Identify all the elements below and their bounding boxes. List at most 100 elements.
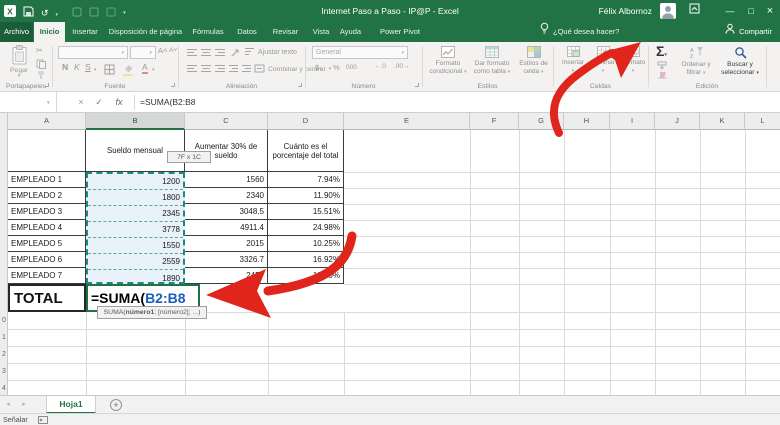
column-header-h[interactable]: H bbox=[564, 113, 610, 130]
increase-indent-button[interactable] bbox=[241, 64, 252, 75]
tab-datos[interactable]: Datos bbox=[237, 27, 257, 36]
copy-button[interactable] bbox=[36, 59, 46, 71]
cut-button[interactable]: ✂ bbox=[36, 46, 43, 55]
share-button[interactable]: Compartir bbox=[725, 22, 772, 42]
find-select-button[interactable]: Buscar y seleccionar ▾ bbox=[718, 46, 762, 77]
font-size-select[interactable]: ▾ bbox=[130, 46, 156, 59]
cell-b8[interactable]: 1890 bbox=[162, 273, 180, 283]
column-header-d[interactable]: D bbox=[268, 113, 344, 130]
number-format-select[interactable]: General ▾ bbox=[312, 46, 408, 59]
cell-a1[interactable] bbox=[8, 130, 86, 172]
cell-d6[interactable]: 10.25% bbox=[268, 236, 344, 252]
grow-font-button[interactable]: A˄ bbox=[158, 46, 168, 55]
dialog-launcher-icon[interactable] bbox=[298, 83, 302, 87]
merge-center-button[interactable]: Combinar y centrar ▾ bbox=[254, 64, 331, 75]
cell-b5[interactable]: 3778 bbox=[88, 222, 183, 238]
percent-style-button[interactable]: % bbox=[333, 63, 340, 72]
cell-c6[interactable]: 2015 bbox=[185, 236, 268, 252]
column-header-k[interactable]: K bbox=[700, 113, 745, 130]
align-top-button[interactable] bbox=[186, 48, 198, 59]
decrease-indent-button[interactable] bbox=[228, 64, 239, 75]
decrease-decimal-button[interactable]: .00→ bbox=[394, 63, 410, 70]
dropdown-caret-icon[interactable]: ▾ bbox=[94, 67, 97, 73]
cell-d5[interactable]: 24.98% bbox=[268, 220, 344, 236]
cell-a8[interactable]: EMPLEADO 7 bbox=[8, 268, 86, 284]
prev-sheet-icon[interactable]: ◂ bbox=[6, 401, 10, 408]
format-as-table-button[interactable]: Dar formato como tabla ▾ bbox=[471, 46, 513, 76]
fill-color-button[interactable] bbox=[122, 64, 133, 78]
cell-a4[interactable]: EMPLEADO 3 bbox=[8, 204, 86, 220]
delete-cells-button[interactable]: Eliminar ▾ bbox=[589, 46, 617, 75]
cell-a7[interactable]: EMPLEADO 6 bbox=[8, 252, 86, 268]
tab-inicio[interactable]: Inicio bbox=[34, 22, 65, 42]
insert-function-button[interactable]: fx bbox=[115, 97, 123, 107]
tab-power-pivot[interactable]: Power Pivot bbox=[379, 27, 421, 36]
comma-style-button[interactable]: 000 bbox=[346, 64, 357, 71]
macro-record-icon[interactable] bbox=[38, 416, 48, 425]
column-header-i[interactable]: I bbox=[610, 113, 655, 130]
dropdown-caret-icon[interactable]: ▾ bbox=[55, 11, 59, 18]
cell-c8[interactable]: 2457 bbox=[185, 268, 268, 284]
close-button[interactable]: × bbox=[766, 5, 774, 17]
tab-vista[interactable]: Vista bbox=[312, 27, 330, 36]
column-header-f[interactable]: F bbox=[470, 113, 519, 130]
fill-button[interactable] bbox=[657, 61, 667, 72]
cell-d1[interactable]: Cuánto es el porcentaje del total bbox=[268, 130, 344, 172]
avatar[interactable] bbox=[660, 3, 676, 19]
formula-bar-input[interactable]: =SUMA(B2:B8 bbox=[140, 97, 196, 107]
cell-b4[interactable]: 2345 bbox=[88, 206, 183, 222]
cell-a6[interactable]: EMPLEADO 5 bbox=[8, 236, 86, 252]
format-painter-button[interactable] bbox=[36, 70, 46, 82]
minimize-button[interactable]: — bbox=[725, 6, 735, 16]
cell-styles-button[interactable]: Estilos de celda ▾ bbox=[515, 46, 552, 76]
cell-b7[interactable]: 2559 bbox=[88, 254, 183, 270]
column-header-g[interactable]: G bbox=[519, 113, 564, 130]
borders-button[interactable] bbox=[104, 64, 115, 77]
font-color-button[interactable]: A bbox=[142, 62, 148, 74]
tab-revisar[interactable]: Revisar bbox=[272, 27, 299, 36]
clear-button[interactable] bbox=[657, 71, 668, 81]
tab-disposicion[interactable]: Disposición de página bbox=[108, 27, 183, 36]
cell-d7[interactable]: 16.92% bbox=[268, 252, 344, 268]
name-box[interactable]: ▾ bbox=[0, 92, 57, 112]
column-header-b[interactable]: B bbox=[86, 113, 185, 130]
column-header-l[interactable]: L bbox=[745, 113, 780, 130]
align-left-button[interactable] bbox=[186, 64, 198, 75]
bold-button[interactable]: N bbox=[62, 62, 69, 72]
dialog-launcher-icon[interactable] bbox=[171, 83, 175, 87]
sheet-tab-hoja1[interactable]: Hoja1 bbox=[46, 396, 96, 414]
column-header-j[interactable]: J bbox=[655, 113, 700, 130]
cell-c3[interactable]: 2340 bbox=[185, 188, 268, 204]
tab-formulas[interactable]: Fórmulas bbox=[192, 27, 224, 36]
tell-me-search[interactable]: ¿Qué desea hacer? bbox=[540, 22, 619, 42]
qat-customize-caret-icon[interactable]: ▾ bbox=[123, 10, 126, 16]
align-bottom-button[interactable] bbox=[214, 48, 226, 59]
format-cells-button[interactable]: Formato ▾ bbox=[619, 46, 647, 75]
align-center-button[interactable] bbox=[200, 64, 212, 75]
paste-button[interactable]: Pegar ▾ bbox=[10, 45, 28, 80]
insert-cells-button[interactable]: Insertar ▾ bbox=[559, 46, 587, 75]
dropdown-caret-icon[interactable]: ▾ bbox=[47, 100, 50, 106]
next-sheet-icon[interactable]: ▸ bbox=[22, 401, 26, 408]
tab-insertar[interactable]: Insertar bbox=[72, 27, 98, 36]
cell-d8[interactable]: 12.50% bbox=[268, 268, 344, 284]
cell-d3[interactable]: 11.90% bbox=[268, 188, 344, 204]
tab-archivo[interactable]: Archivo bbox=[0, 22, 33, 42]
enter-button[interactable]: ✓ bbox=[95, 97, 103, 107]
add-sheet-button[interactable]: + bbox=[110, 399, 122, 411]
dropdown-caret-icon[interactable]: ▾ bbox=[152, 67, 155, 73]
conditional-formatting-button[interactable]: Formato condicional ▾ bbox=[428, 46, 468, 76]
cancel-button[interactable]: × bbox=[78, 97, 84, 107]
cell-a2[interactable]: EMPLEADO 1 bbox=[8, 172, 86, 188]
cell-d2[interactable]: 7.94% bbox=[268, 172, 344, 188]
column-header-a[interactable]: A bbox=[8, 113, 86, 130]
cell-c5[interactable]: 4911.4 bbox=[185, 220, 268, 236]
shrink-font-button[interactable]: A˅ bbox=[169, 47, 178, 54]
cell-b2[interactable]: 1200 bbox=[88, 174, 183, 190]
cell-b3[interactable]: 1800 bbox=[88, 190, 183, 206]
cell-a5[interactable]: EMPLEADO 4 bbox=[8, 220, 86, 236]
undo-icon[interactable]: ↺ ▾ bbox=[41, 7, 59, 18]
selected-range-b2-b8[interactable]: 1200 1800 2345 3778 1550 2559 1890 bbox=[86, 172, 185, 284]
increase-decimal-button[interactable]: ←.0 bbox=[374, 63, 386, 70]
